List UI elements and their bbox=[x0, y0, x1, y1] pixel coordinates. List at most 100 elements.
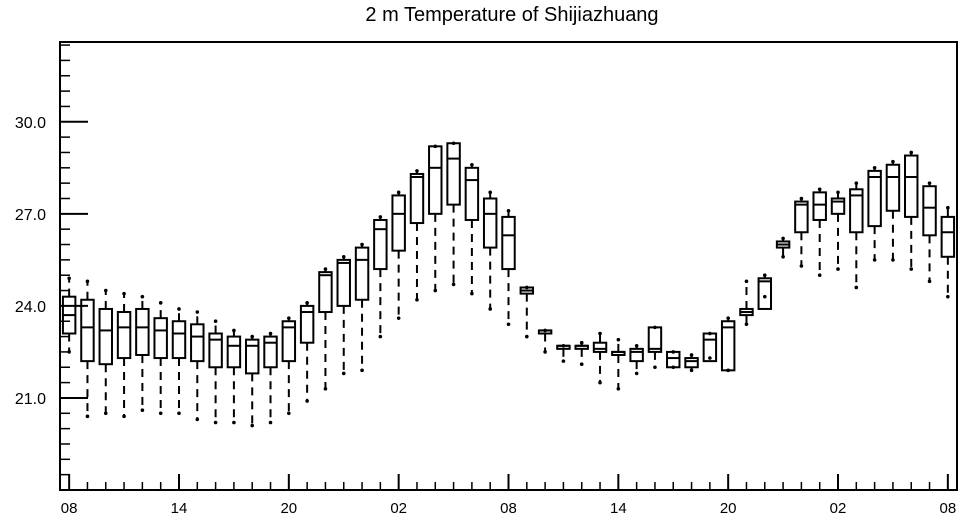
max-marker bbox=[433, 144, 438, 149]
max-marker bbox=[140, 294, 145, 299]
box-body bbox=[482, 197, 498, 249]
x-tick-label: 14 bbox=[610, 500, 627, 517]
box-body bbox=[812, 191, 827, 221]
box-body bbox=[244, 338, 260, 375]
max-marker bbox=[195, 310, 200, 314]
box-40 bbox=[794, 196, 809, 268]
max-marker bbox=[891, 159, 895, 164]
box-26 bbox=[537, 328, 553, 354]
max-marker bbox=[653, 325, 657, 330]
max-marker bbox=[323, 267, 328, 271]
box-body bbox=[849, 188, 864, 234]
min-marker bbox=[781, 254, 785, 259]
box-1 bbox=[80, 279, 95, 419]
box-42 bbox=[830, 190, 846, 271]
max-marker bbox=[177, 307, 181, 311]
max-marker bbox=[451, 141, 456, 146]
max-marker bbox=[378, 215, 383, 219]
max-marker bbox=[616, 337, 621, 342]
min-marker bbox=[213, 420, 218, 425]
min-marker bbox=[177, 411, 181, 416]
box-21 bbox=[446, 141, 461, 287]
box-16 bbox=[354, 242, 370, 373]
box-7 bbox=[190, 310, 205, 422]
box-15 bbox=[336, 254, 351, 376]
box-body bbox=[867, 169, 882, 228]
min-marker bbox=[708, 356, 712, 360]
max-marker bbox=[854, 181, 859, 185]
box-24 bbox=[501, 208, 516, 327]
max-marker bbox=[744, 279, 749, 284]
min-marker bbox=[341, 371, 346, 376]
min-marker bbox=[506, 322, 511, 327]
box-23 bbox=[482, 190, 498, 311]
box-body bbox=[226, 335, 242, 369]
max-marker bbox=[781, 236, 785, 241]
box-body bbox=[940, 215, 956, 258]
box-body bbox=[757, 277, 773, 310]
max-marker bbox=[561, 343, 566, 348]
box-33 bbox=[666, 350, 681, 370]
max-marker bbox=[122, 291, 126, 296]
max-marker bbox=[708, 331, 712, 336]
min-marker bbox=[634, 371, 639, 376]
box-body bbox=[373, 218, 388, 271]
box-39 bbox=[775, 236, 791, 259]
box-13 bbox=[299, 301, 315, 403]
box-body bbox=[409, 172, 425, 225]
box-35 bbox=[702, 331, 718, 363]
min-marker bbox=[360, 368, 364, 373]
max-marker bbox=[836, 190, 840, 195]
max-marker bbox=[671, 350, 676, 354]
box-19 bbox=[409, 169, 425, 302]
box-34 bbox=[684, 353, 699, 373]
max-marker bbox=[762, 273, 767, 278]
max-marker bbox=[250, 334, 255, 339]
max-marker bbox=[525, 285, 529, 290]
box-body bbox=[391, 194, 406, 252]
max-marker bbox=[67, 276, 71, 281]
min-marker bbox=[378, 334, 383, 339]
max-marker bbox=[598, 331, 602, 336]
min-marker bbox=[305, 399, 309, 403]
min-marker bbox=[433, 288, 438, 293]
min-marker bbox=[140, 408, 145, 413]
box-body bbox=[263, 335, 278, 369]
y-tick-label: 24.0 bbox=[15, 299, 46, 316]
max-marker bbox=[158, 301, 163, 305]
box-22 bbox=[464, 162, 480, 296]
min-marker bbox=[561, 359, 566, 363]
box-48 bbox=[940, 205, 956, 299]
min-marker bbox=[909, 267, 914, 271]
min-marker bbox=[616, 386, 621, 391]
box-body bbox=[446, 142, 461, 206]
max-marker bbox=[946, 205, 950, 210]
box-body bbox=[904, 154, 919, 218]
box-31 bbox=[629, 343, 644, 376]
box-body bbox=[190, 323, 205, 363]
box-0 bbox=[61, 276, 77, 354]
max-marker bbox=[85, 279, 90, 284]
min-marker bbox=[268, 420, 273, 425]
min-marker bbox=[799, 264, 804, 268]
max-marker bbox=[305, 301, 309, 305]
max-marker bbox=[268, 331, 273, 336]
box-11 bbox=[263, 331, 278, 425]
min-marker bbox=[525, 334, 529, 339]
box-body bbox=[592, 341, 608, 353]
max-marker bbox=[543, 328, 547, 333]
y-tick-label: 27.0 bbox=[15, 207, 46, 224]
axes: 21.0 24.0 27.0 30.0 08 14 20 02 08 14 20 02 08 bbox=[15, 44, 956, 517]
x-tick-label: 08 bbox=[61, 500, 78, 517]
min-marker bbox=[854, 285, 859, 290]
min-marker bbox=[396, 316, 401, 320]
box-body bbox=[318, 271, 333, 314]
box-30 bbox=[611, 337, 626, 391]
max-marker bbox=[799, 196, 804, 201]
min-marker bbox=[470, 291, 474, 296]
box-body bbox=[281, 320, 297, 363]
box-36 bbox=[720, 316, 736, 373]
box-20 bbox=[428, 144, 443, 293]
max-marker bbox=[470, 162, 474, 167]
box-body bbox=[666, 350, 681, 369]
